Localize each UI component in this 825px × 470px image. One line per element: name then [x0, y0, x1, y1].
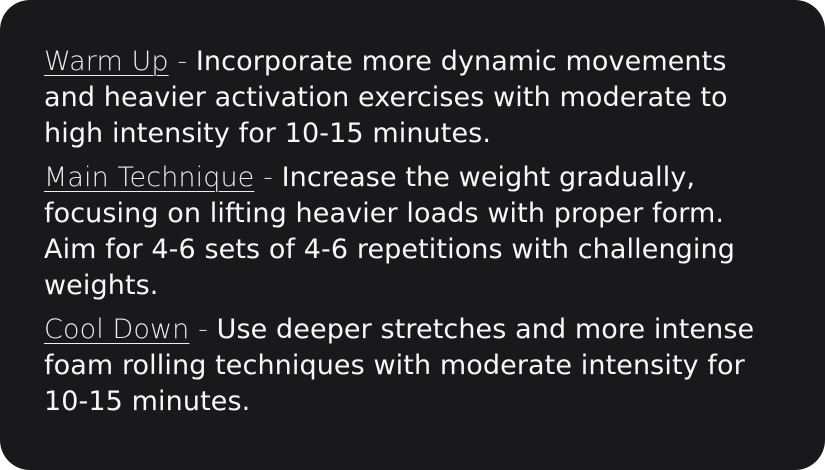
cool-down-description: Use deeper stretches and more intense fo… [44, 314, 755, 417]
cool-down-heading-link[interactable]: Cool Down [44, 314, 190, 345]
main-technique-description: Increase the weight gradually, focusing … [44, 162, 735, 301]
section-warm-up: Warm Up - Incorporate more dynamic movem… [44, 44, 785, 152]
separator: - [254, 162, 282, 193]
section-main-technique: Main Technique - Increase the weight gra… [44, 160, 785, 304]
separator: - [168, 46, 196, 77]
section-cool-down: Cool Down - Use deeper stretches and mor… [44, 312, 785, 420]
separator: - [189, 314, 217, 345]
warm-up-heading-link[interactable]: Warm Up [44, 46, 169, 77]
warm-up-description: Incorporate more dynamic movements and h… [44, 46, 728, 149]
main-technique-heading-link[interactable]: Main Technique [44, 162, 255, 193]
